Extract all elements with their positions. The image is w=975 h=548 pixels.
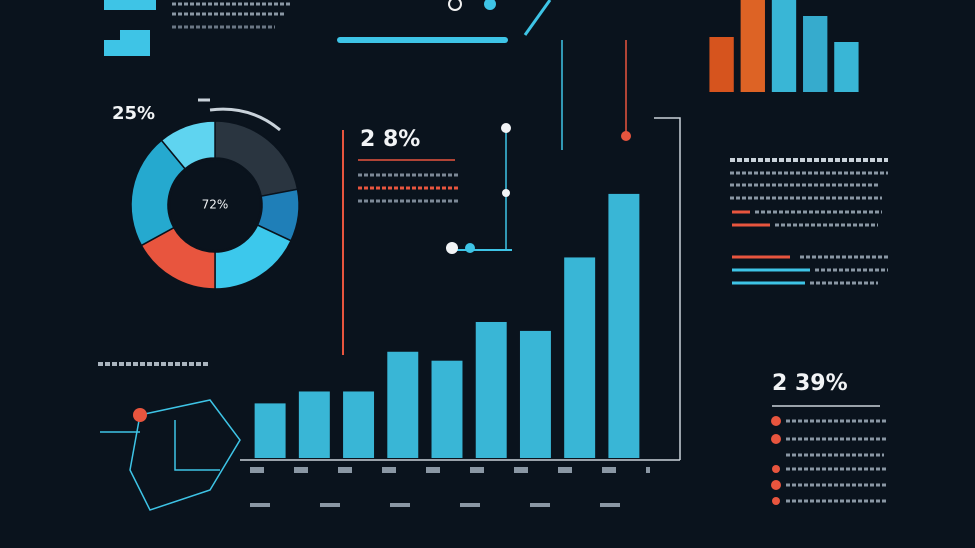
right-stat: 2 39% bbox=[772, 371, 848, 396]
bar bbox=[771, 0, 797, 92]
bar bbox=[475, 321, 507, 458]
deco-dot bbox=[465, 243, 475, 253]
deco-line bbox=[523, 0, 552, 36]
donut-hole bbox=[170, 160, 260, 250]
deco-dot bbox=[448, 0, 462, 11]
deco-dot bbox=[484, 0, 496, 10]
bar bbox=[709, 37, 734, 92]
donut-segment bbox=[160, 120, 216, 170]
bar bbox=[254, 403, 286, 458]
decorations bbox=[98, 0, 888, 511]
deco-dot bbox=[771, 416, 781, 426]
bar bbox=[343, 391, 375, 458]
legend-list bbox=[771, 416, 888, 505]
bar bbox=[740, 0, 765, 92]
deco-dot bbox=[772, 465, 780, 473]
deco-dot bbox=[502, 189, 510, 197]
deco-block bbox=[104, 0, 156, 10]
deco-dot bbox=[771, 434, 781, 444]
deco-dot bbox=[446, 242, 458, 254]
deco-network bbox=[100, 399, 241, 511]
deco-line bbox=[198, 98, 281, 132]
bar bbox=[387, 351, 419, 458]
bar bbox=[564, 257, 596, 458]
deco-dot bbox=[501, 123, 511, 133]
bar bbox=[431, 360, 463, 458]
bar bbox=[519, 330, 551, 458]
donut-caption: 25% bbox=[112, 103, 155, 124]
deco-dot bbox=[772, 497, 780, 505]
center-stat: 2 8% bbox=[360, 127, 420, 152]
deco-block bbox=[104, 30, 150, 56]
deco-dot bbox=[621, 131, 631, 141]
deco-dot bbox=[133, 408, 147, 422]
bar bbox=[298, 391, 330, 458]
bar bbox=[834, 42, 859, 92]
bar bbox=[803, 16, 828, 92]
deco-dot bbox=[771, 480, 781, 490]
bar bbox=[608, 193, 640, 458]
chart-frame bbox=[654, 117, 681, 460]
donut-center-label: 72% bbox=[202, 198, 229, 212]
